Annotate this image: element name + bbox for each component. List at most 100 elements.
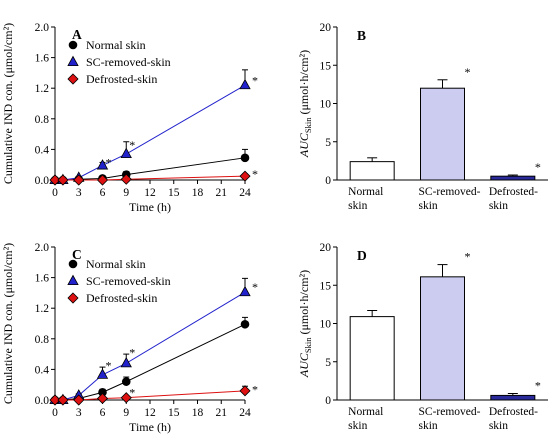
legend-label: Defrosted-skin — [86, 72, 157, 86]
bar — [490, 394, 536, 401]
data-point — [120, 356, 132, 368]
x-tick-label: 21 — [216, 407, 228, 419]
category-label: skin — [348, 200, 367, 212]
category-label: SC-removed- — [419, 406, 481, 418]
bar-chart-panel-B: 0 5 10 15 20 AUCSkin (μmol·h/cm²) B Normal skin S… — [297, 22, 548, 212]
category-label: Defrosted- — [489, 406, 538, 418]
legend-marker — [67, 55, 79, 66]
y-tick-label: 0 — [325, 395, 331, 407]
significance-star: * — [252, 74, 258, 88]
y-tick-label: 10 — [320, 99, 332, 111]
y-tick-label: 2.0 — [35, 22, 50, 34]
data-point — [120, 173, 132, 185]
y-tick-label: 15 — [320, 280, 332, 292]
x-tick-label: 18 — [192, 187, 204, 199]
panel-letter: C — [72, 247, 82, 262]
x-axis-title: Time (h) — [129, 420, 171, 434]
legend-label: SC-removed-skin — [86, 274, 171, 288]
y-title-main: AUC — [297, 132, 311, 158]
significance-star: * — [106, 155, 112, 169]
series-line — [55, 291, 246, 401]
data-point — [49, 174, 61, 186]
category-label: Normal — [348, 406, 383, 418]
data-point — [98, 388, 107, 397]
x-tick-label: 12 — [144, 407, 156, 419]
category-label: Normal — [348, 186, 383, 198]
y-tick-label: 0.0 — [35, 175, 50, 187]
panel-letter: D — [357, 248, 367, 263]
data-point — [96, 159, 109, 170]
x-tick-label: 3 — [76, 187, 82, 199]
significance-star: * — [252, 382, 258, 396]
legend-marker — [67, 274, 79, 286]
y-title-main: AUC — [297, 352, 311, 378]
y-tick-label: 0.0 — [35, 395, 50, 407]
line-chart-panel-C: 0.0 0.4 0.8 1.2 1.6 2.0 0 3 6 9 12 15 18 21 24 Time (h)… — [1, 242, 258, 434]
data-point — [49, 394, 61, 406]
bar — [349, 161, 395, 181]
significance-star: * — [106, 359, 112, 373]
series-line — [55, 84, 246, 181]
bar — [420, 87, 465, 181]
data-point — [239, 285, 251, 297]
x-tick-label: 0 — [52, 187, 58, 199]
x-tick-label: 9 — [123, 187, 129, 199]
y-axis-title: AUCSkin (μmol·h/cm²) — [297, 270, 313, 378]
x-tick-label: 24 — [239, 407, 251, 419]
x-tick-label: 6 — [100, 187, 106, 199]
x-tick-label: 0 — [52, 407, 58, 419]
series-line — [55, 323, 246, 401]
data-point — [239, 385, 251, 397]
data-point — [239, 170, 251, 182]
data-point — [57, 174, 69, 186]
significance-star: * — [129, 346, 135, 360]
x-tick-label: 3 — [76, 407, 82, 419]
y-tick-label: 0.4 — [35, 144, 50, 156]
y-tick-label: 0.8 — [35, 334, 50, 346]
x-tick-label: 15 — [168, 407, 180, 419]
y-tick-label: 0 — [325, 175, 331, 187]
data-point — [240, 319, 250, 329]
bar-chart-panel-D: 0 5 10 15 20 AUCSkin (μmol·h/cm²) D Normal skin S… — [297, 242, 548, 432]
x-tick-label: 6 — [100, 407, 106, 419]
legend-marker — [68, 40, 78, 50]
y-tick-label: 1.6 — [35, 53, 50, 65]
x-tick-label: 12 — [144, 187, 156, 199]
y-axis-title: AUCSkin (μmol·h/cm²) — [297, 50, 313, 158]
x-axis-title: Time (h) — [129, 200, 171, 214]
data-point — [73, 174, 85, 186]
significance-star: * — [129, 385, 135, 399]
significance-star: * — [252, 167, 258, 181]
legend-label: Normal skin — [86, 257, 146, 271]
y-title-unit: (μmol·h/cm²) — [297, 50, 311, 118]
significance-star: * — [129, 138, 135, 152]
data-point — [57, 394, 69, 406]
x-tick-label: 21 — [216, 187, 228, 199]
legend-marker — [68, 259, 78, 269]
legend-label: Defrosted-skin — [86, 291, 157, 305]
data-point — [120, 147, 132, 158]
data-point — [120, 392, 132, 404]
y-tick-label: 20 — [320, 22, 332, 34]
line-chart-panel-A: 0.0 0.4 0.8 1.2 1.6 2.0 0 3 6 9 12 15 18 21 24 Time (h)… — [1, 22, 258, 214]
data-point — [96, 392, 109, 405]
data-point — [121, 377, 131, 386]
category-label: Defrosted- — [489, 186, 538, 198]
legend-label: SC-removed-skin — [86, 55, 171, 69]
category-label: skin — [489, 420, 508, 432]
x-tick-label: 18 — [192, 407, 204, 419]
data-point — [96, 368, 109, 379]
y-title-subscript: Skin — [303, 117, 313, 133]
legend-marker — [67, 292, 79, 304]
category-label: skin — [419, 420, 438, 432]
y-axis-title: Cumulative IND con. (μmol/cm²) — [1, 243, 15, 404]
bar — [349, 316, 395, 401]
y-tick-label: 1.2 — [35, 303, 50, 315]
y-tick-label: 15 — [320, 60, 332, 72]
category-label: skin — [489, 200, 508, 212]
significance-star: * — [465, 65, 471, 79]
legend-marker — [67, 73, 79, 85]
y-tick-label: 1.6 — [35, 273, 50, 285]
y-tick-label: 5 — [325, 357, 331, 369]
x-tick-label: 24 — [239, 187, 251, 199]
